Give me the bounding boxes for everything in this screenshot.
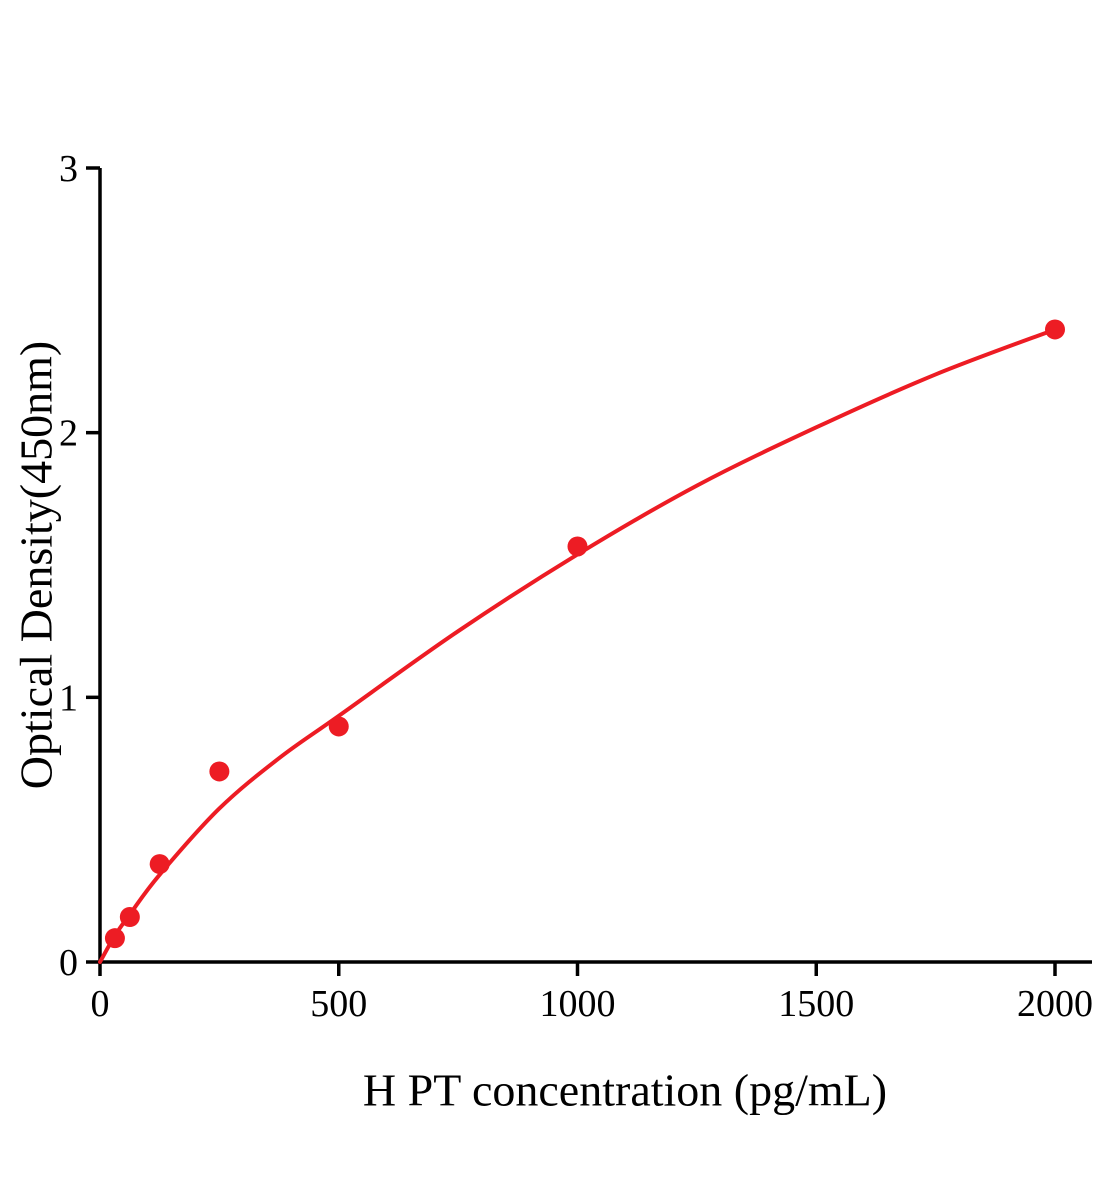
y-tick-label: 1 — [59, 677, 78, 719]
y-tick-label: 3 — [59, 148, 78, 190]
x-tick-label: 1000 — [540, 983, 616, 1025]
x-tick-label: 2000 — [1017, 983, 1093, 1025]
y-axis-title: Optical Density(450nm) — [10, 340, 62, 790]
data-point — [119, 907, 140, 928]
x-tick-label: 1500 — [778, 983, 854, 1025]
data-point — [149, 854, 170, 875]
data-point — [567, 536, 588, 557]
y-tick-label: 2 — [59, 413, 78, 455]
y-tick-label: 0 — [59, 942, 78, 984]
data-point — [104, 928, 125, 949]
fit-curve — [98, 327, 1057, 964]
data-point — [1045, 319, 1065, 340]
data-point — [328, 716, 349, 737]
x-tick-label: 0 — [91, 983, 110, 1025]
x-axis-title: H PT concentration (pg/mL) — [362, 1064, 888, 1116]
x-tick-label: 500 — [310, 983, 367, 1025]
data-point — [209, 761, 230, 782]
